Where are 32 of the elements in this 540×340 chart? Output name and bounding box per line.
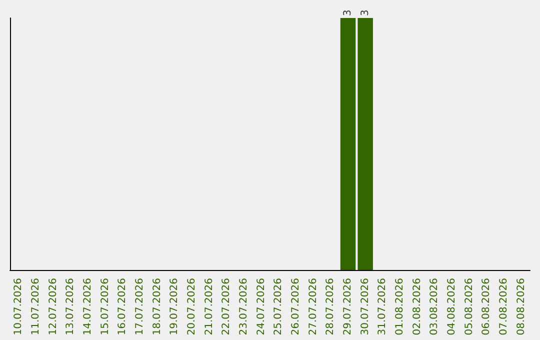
x-tick-label: 25.07.2026	[273, 278, 284, 336]
x-tick-label: 20.07.2026	[186, 278, 198, 336]
x-tick-label: 14.07.2026	[82, 278, 94, 336]
x-tick-label: 11.07.2026	[30, 278, 42, 336]
x-tick-label: 27.07.2026	[308, 278, 319, 336]
x-tick-label: 22.07.2026	[221, 278, 232, 336]
x-tick-label: 05.08.2026	[464, 278, 475, 336]
x-tick-label: 28.07.2026	[325, 278, 336, 336]
x-tick-label: 23.07.2026	[238, 278, 250, 336]
x-tick-label: 26.07.2026	[290, 278, 302, 336]
x-tick-label: 10.07.2026	[13, 278, 24, 336]
x-tick-label: 30.07.2026	[360, 278, 371, 336]
x-tick-label: 06.08.2026	[481, 278, 492, 336]
x-tick-label: 21.07.2026	[204, 278, 215, 336]
x-tick-label: 31.07.2026	[377, 278, 388, 336]
x-tick-label: 04.08.2026	[446, 278, 458, 336]
x-tick-label: 08.08.2026	[516, 278, 527, 336]
x-tick-label: 24.07.2026	[256, 278, 267, 336]
x-tick-label: 17.07.2026	[134, 278, 146, 336]
x-tick-label: 13.07.2026	[65, 278, 76, 336]
x-tick-label: 07.08.2026	[498, 278, 510, 336]
data-label: 3	[342, 10, 354, 16]
x-tick-label: 12.07.2026	[48, 278, 59, 336]
x-tick-label: 16.07.2026	[117, 278, 128, 336]
x-tick-label: 19.07.2026	[169, 278, 180, 336]
x-tick-label: 15.07.2026	[100, 278, 111, 336]
x-tick-label: 18.07.2026	[152, 278, 163, 336]
x-tick-label: 03.08.2026	[429, 278, 440, 336]
x-tick-label: 29.07.2026	[342, 278, 354, 336]
x-tick-label: 01.08.2026	[394, 278, 406, 336]
data-label: 3	[360, 10, 371, 16]
x-tick-label: 02.08.2026	[412, 278, 423, 336]
